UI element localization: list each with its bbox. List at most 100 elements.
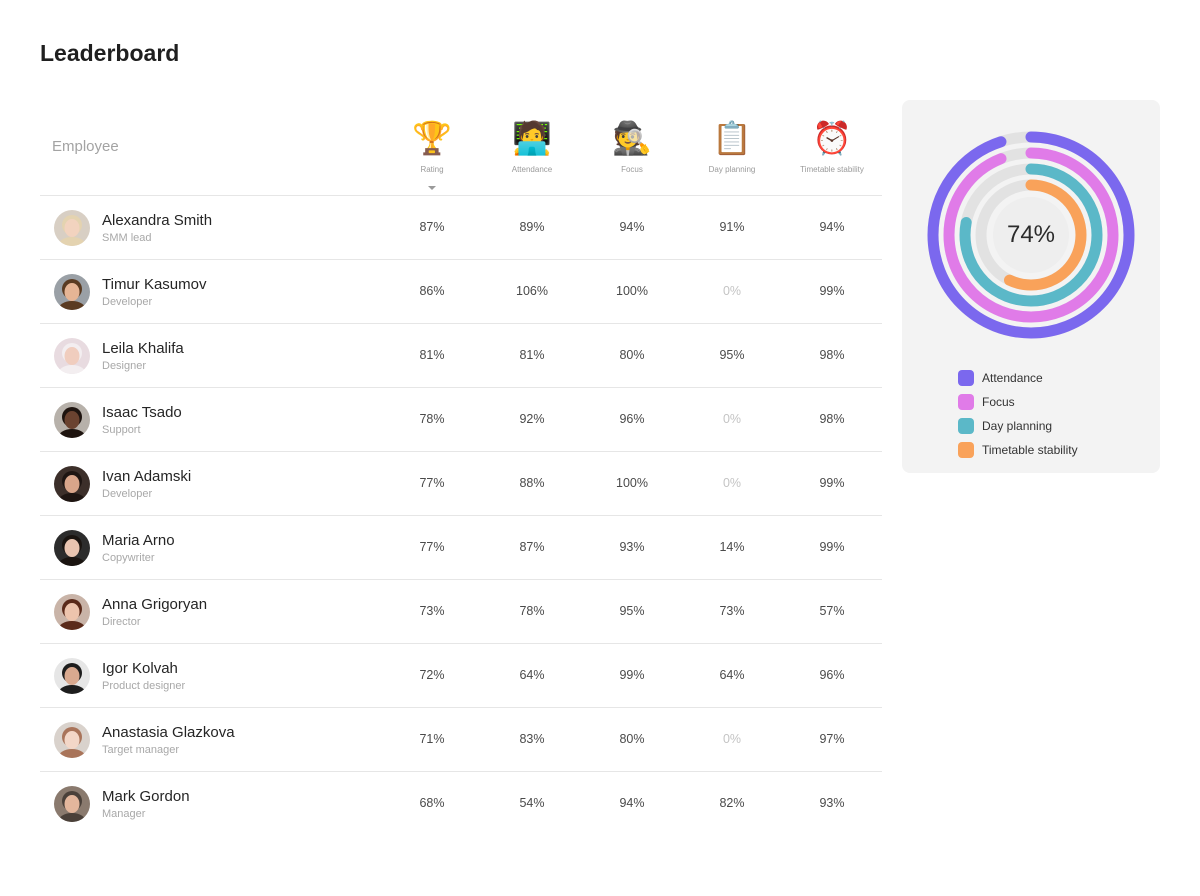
cell-focus: 94% [619,796,645,810]
column-header-label: Focus [621,165,643,174]
table-row[interactable]: Alexandra Smith SMM lead 87% 89% 94% 91% 94% [40,196,882,260]
employee-column-header[interactable]: Employee [52,138,119,155]
legend-swatch [958,418,974,434]
cell-focus: 96% [619,412,645,426]
employee-role: Designer [102,360,147,372]
avatar [54,210,90,246]
cell-focus: 99% [619,668,645,682]
cell-rating: 77% [419,476,445,490]
column-header-rating[interactable]: 🏆 Rating [382,118,482,174]
employee-name: Anastasia Glazkova [102,724,235,741]
cell-focus: 80% [619,732,645,746]
cell-attendance: 64% [519,668,545,682]
cell-attendance: 92% [519,412,545,426]
ring-center [993,197,1069,273]
trophy-icon: 🏆 [412,120,452,156]
rings-chart [927,131,1135,339]
column-header-focus[interactable]: 🕵️ Focus [582,118,682,174]
cell-day-planning: 73% [719,604,745,618]
cell-day-planning: 82% [719,796,745,810]
cell-day-planning: 64% [719,668,745,682]
legend-swatch [958,370,974,386]
table-row[interactable]: Anastasia Glazkova Target manager 71% 83% 80… [40,708,882,772]
table-row[interactable]: Anna Grigoryan Director 73% 78% 95% 73% 57% [40,580,882,644]
legend-label: Focus [982,395,1015,409]
avatar [54,786,90,822]
column-header-label: Rating [420,165,444,174]
technologist-icon: 🧑‍💻 [512,120,552,156]
cell-rating: 78% [419,412,445,426]
cell-day-planning: 14% [719,540,745,554]
cell-day-planning: 91% [719,220,745,234]
employee-name: Leila Khalifa [102,340,184,357]
employee-name: Maria Arno [102,532,175,549]
table-row[interactable]: Mark Gordon Manager 68% 54% 94% 82% 93% [40,772,882,836]
avatar [54,402,90,438]
leaderboard-table: Employee 🏆 Rating 🧑‍💻 Attendance 🕵️ Focus 📋 Day… [40,100,882,836]
cell-attendance: 81% [519,348,545,362]
employee-name: Alexandra Smith [102,212,213,229]
cell-day-planning: 0% [722,476,742,490]
cell-timetable-stability: 97% [819,732,845,746]
employee-role: Developer [102,488,153,500]
cell-timetable-stability: 96% [819,668,845,682]
table-row[interactable]: Leila Khalifa Designer 81% 81% 80% 95% 98% [40,324,882,388]
cell-day-planning: 0% [722,412,742,426]
column-header-label: Day planning [708,165,756,174]
employee-role: Copywriter [102,552,155,564]
avatar [54,530,90,566]
cell-timetable-stability: 99% [819,476,845,490]
table-row[interactable]: Isaac Tsado Support 78% 92% 96% 0% 98% [40,388,882,452]
cell-attendance: 83% [519,732,545,746]
table-header: Employee 🏆 Rating 🧑‍💻 Attendance 🕵️ Focus 📋 Day… [40,100,882,196]
cell-day-planning: 0% [722,284,742,298]
table-row[interactable]: Igor Kolvah Product designer 72% 64% 99% 64% 9… [40,644,882,708]
table-row[interactable]: Timur Kasumov Developer 86% 106% 100% 0% 99% [40,260,882,324]
employee-role: Target manager [102,744,180,756]
employee-role: Support [102,424,141,436]
cell-focus: 80% [619,348,645,362]
column-header-label: Timetable stability [800,165,864,174]
employee-name: Igor Kolvah [102,660,178,677]
detective-icon: 🕵️ [612,120,652,156]
ring-day-planning [959,163,1103,307]
column-header-day-planning[interactable]: 📋 Day planning [682,118,782,174]
column-header-timetable-stability[interactable]: ⏰ Timetable stability [782,118,882,174]
chart-center-value: 74% [1006,221,1056,248]
sort-descending-icon[interactable] [428,186,436,190]
employee-name: Mark Gordon [102,788,190,805]
cell-rating: 86% [419,284,445,298]
cell-timetable-stability: 94% [819,220,845,234]
avatar [54,466,90,502]
ring-timetable-stability [975,179,1087,291]
cell-attendance: 54% [519,796,545,810]
employee-role: Director [102,616,141,628]
employee-name: Anna Grigoryan [102,596,208,613]
avatar [54,594,90,630]
legend-swatch [958,442,974,458]
cell-attendance: 88% [519,476,545,490]
cell-rating: 81% [419,348,445,362]
column-header-attendance[interactable]: 🧑‍💻 Attendance [482,118,582,174]
table-row[interactable]: Maria Arno Copywriter 77% 87% 93% 14% 99% [40,516,882,580]
ring-attendance [927,131,1135,339]
cell-timetable-stability: 57% [819,604,845,618]
ring-focus [943,147,1119,323]
legend-label: Attendance [982,371,1043,385]
cell-rating: 77% [419,540,445,554]
summary-chart-card: 74% Attendance Focus Day planning Timetable… [902,100,1160,473]
legend-label: Timetable stability [982,443,1078,457]
cell-focus: 94% [619,220,645,234]
cell-focus: 100% [616,476,648,490]
cell-rating: 71% [419,732,445,746]
legend-label: Day planning [982,419,1053,433]
column-header-label: Attendance [511,165,553,174]
cell-timetable-stability: 93% [819,796,845,810]
employee-name: Timur Kasumov [102,276,207,293]
avatar [54,658,90,694]
employee-name: Isaac Tsado [102,404,182,421]
cell-day-planning: 0% [722,732,742,746]
table-row[interactable]: Ivan Adamski Developer 77% 88% 100% 0% 99% [40,452,882,516]
cell-timetable-stability: 99% [819,540,845,554]
employee-role: SMM lead [102,232,152,244]
